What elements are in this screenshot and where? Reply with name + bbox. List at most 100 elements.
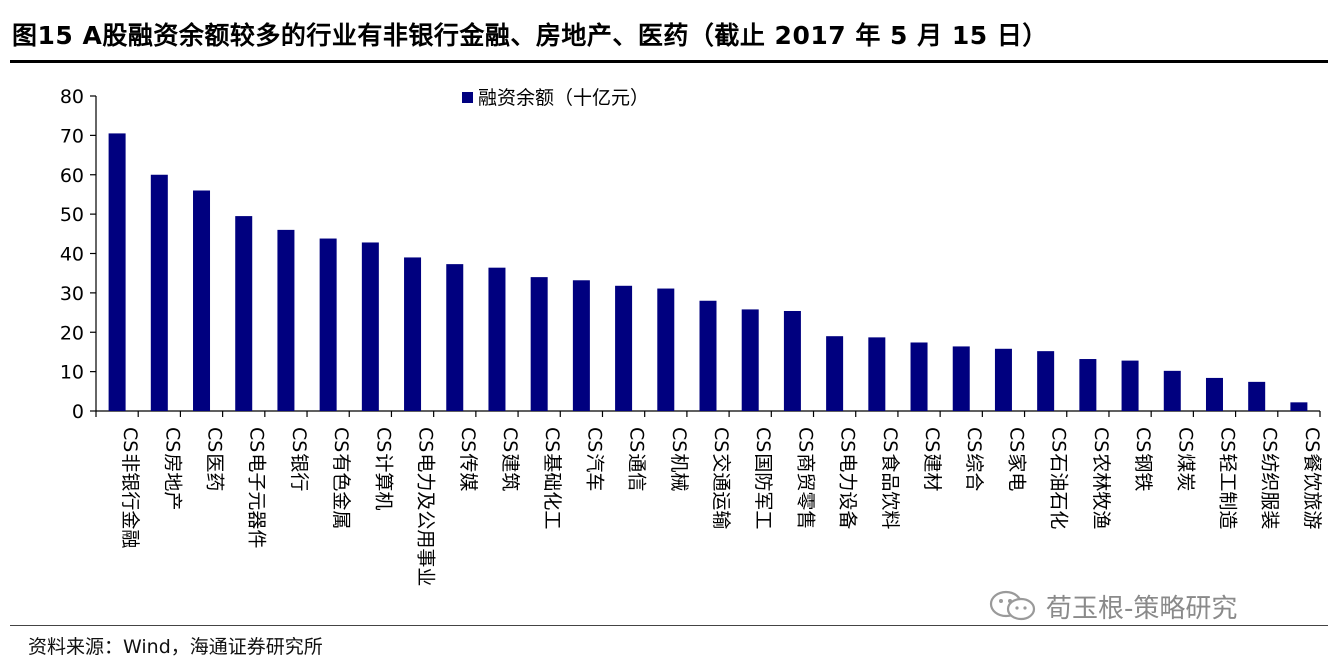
legend-label: 融资余额（十亿元） <box>478 87 649 109</box>
bar <box>952 346 970 411</box>
svg-text:CS汽车: CS汽车 <box>583 427 605 491</box>
chart-bars <box>108 133 1308 411</box>
svg-text:CS建材: CS建材 <box>921 427 943 491</box>
x-tick-label: CS农林牧渔 <box>1090 427 1112 529</box>
bar <box>1248 381 1266 411</box>
x-tick-label: CS国防军工 <box>752 427 774 529</box>
svg-text:CS石油石化: CS石油石化 <box>1048 427 1070 529</box>
x-tick-label: CS家电 <box>1005 427 1027 491</box>
figure-title: 图15 A股融资余额较多的行业有非银行金融、房地产、医药（截止 2017 年 5… <box>12 21 1048 50</box>
bar <box>657 288 675 411</box>
svg-text:CS商贸零售: CS商贸零售 <box>794 427 816 529</box>
x-tick-label: CS传媒 <box>457 427 479 491</box>
bar <box>319 238 337 411</box>
source-rule <box>10 625 1328 626</box>
y-tick-label: 20 <box>60 322 84 344</box>
y-tick-label: 50 <box>60 204 84 226</box>
x-tick-label: CS纺织服装 <box>1259 427 1281 529</box>
source-note: 资料来源：Wind，海通证券研究所 <box>28 636 323 658</box>
svg-text:CS家电: CS家电 <box>1005 427 1027 491</box>
svg-text:CS通信: CS通信 <box>626 427 648 491</box>
chart-axes: 0 10 20 30 40 50 60 70 80 <box>60 86 1321 423</box>
bar <box>994 348 1012 411</box>
x-tick-label: CS基础化工 <box>541 427 563 529</box>
svg-text:CS交通运输: CS交通运输 <box>710 427 732 529</box>
x-tick-label: CS电子元器件 <box>246 427 268 548</box>
y-tick-label: 0 <box>72 401 84 423</box>
svg-text:CS非银行金融: CS非银行金融 <box>119 427 141 548</box>
bar <box>1205 377 1223 411</box>
y-tick-label: 80 <box>60 86 84 108</box>
svg-text:CS计算机: CS计算机 <box>372 427 394 510</box>
x-tick-label: CS机械 <box>668 427 690 491</box>
legend-swatch <box>462 92 473 103</box>
wechat-icon <box>989 590 1036 621</box>
bar <box>741 309 759 411</box>
bar <box>910 342 928 411</box>
svg-text:CS食品饮料: CS食品饮料 <box>879 427 901 529</box>
y-tick-label: 60 <box>60 165 84 187</box>
x-tick-label: CS食品饮料 <box>879 427 901 529</box>
bar <box>826 336 844 411</box>
x-tick-label: CS房地产 <box>161 427 183 510</box>
bar <box>699 300 717 411</box>
svg-text:CS纺织服装: CS纺织服装 <box>1259 427 1281 529</box>
bar <box>150 174 168 411</box>
svg-text:CS轻工制造: CS轻工制造 <box>1216 427 1238 529</box>
x-tick-label: CS银行 <box>288 427 310 491</box>
bar <box>572 280 590 411</box>
y-tick-label: 70 <box>60 125 84 147</box>
x-tick-label: CS电力设备 <box>837 427 859 529</box>
bar <box>1163 370 1181 411</box>
bar <box>488 267 506 411</box>
svg-text:CS传媒: CS传媒 <box>457 427 479 491</box>
svg-text:CS电力设备: CS电力设备 <box>837 427 859 529</box>
bar <box>235 216 253 411</box>
y-tick-label: 30 <box>60 283 84 305</box>
x-tick-label: CS煤炭 <box>1174 427 1196 491</box>
x-tick-label: CS计算机 <box>372 427 394 510</box>
bar <box>277 229 295 411</box>
x-tick-label: CS有色金属 <box>330 427 352 529</box>
bar <box>530 277 548 411</box>
bar <box>108 133 126 411</box>
x-tick-label: CS汽车 <box>583 427 605 491</box>
svg-text:CS机械: CS机械 <box>668 427 690 491</box>
bar <box>404 257 422 411</box>
title-rule <box>10 60 1328 63</box>
svg-text:CS农林牧渔: CS农林牧渔 <box>1090 427 1112 529</box>
x-tick-labels: CS非银行金融 CS房地产 CS医药 CS电子元器件 CS银行 CS有色金属 CS计算机 CS… <box>119 427 1323 586</box>
bar <box>615 285 633 411</box>
svg-text:CS有色金属: CS有色金属 <box>330 427 352 529</box>
x-tick-label: CS建材 <box>921 427 943 491</box>
svg-text:CS房地产: CS房地产 <box>161 427 183 510</box>
x-tick-label: CS钢铁 <box>1132 427 1154 491</box>
x-tick-label: CS通信 <box>626 427 648 491</box>
x-tick-label: CS电力及公用事业 <box>415 427 437 586</box>
svg-text:CS电子元器件: CS电子元器件 <box>246 427 268 548</box>
svg-text:CS电力及公用事业: CS电力及公用事业 <box>415 427 437 586</box>
x-tick-label: CS医药 <box>204 427 226 491</box>
x-tick-label: CS非银行金融 <box>119 427 141 548</box>
bar <box>1121 360 1139 411</box>
svg-text:CS基础化工: CS基础化工 <box>541 427 563 529</box>
x-tick-label: CS商贸零售 <box>794 427 816 529</box>
bar <box>868 337 886 411</box>
svg-text:CS煤炭: CS煤炭 <box>1174 427 1196 491</box>
bar <box>1079 359 1097 411</box>
svg-text:CS国防军工: CS国防军工 <box>752 427 774 529</box>
x-tick-label: CS轻工制造 <box>1216 427 1238 529</box>
svg-text:CS餐饮旅游: CS餐饮旅游 <box>1301 427 1323 529</box>
watermark: 荀玉根-策略研究 <box>988 588 1237 624</box>
bar <box>361 242 379 411</box>
x-tick-label: CS建筑 <box>499 427 521 491</box>
x-tick-label: CS交通运输 <box>710 427 732 529</box>
bar <box>446 264 464 411</box>
bar <box>193 190 211 411</box>
chart-legend: 融资余额（十亿元） <box>462 87 649 109</box>
bar <box>1290 402 1308 411</box>
x-tick-label: CS餐饮旅游 <box>1301 427 1323 529</box>
y-tick-label: 40 <box>60 244 84 266</box>
bar <box>783 310 801 411</box>
svg-text:CS银行: CS银行 <box>288 427 310 491</box>
